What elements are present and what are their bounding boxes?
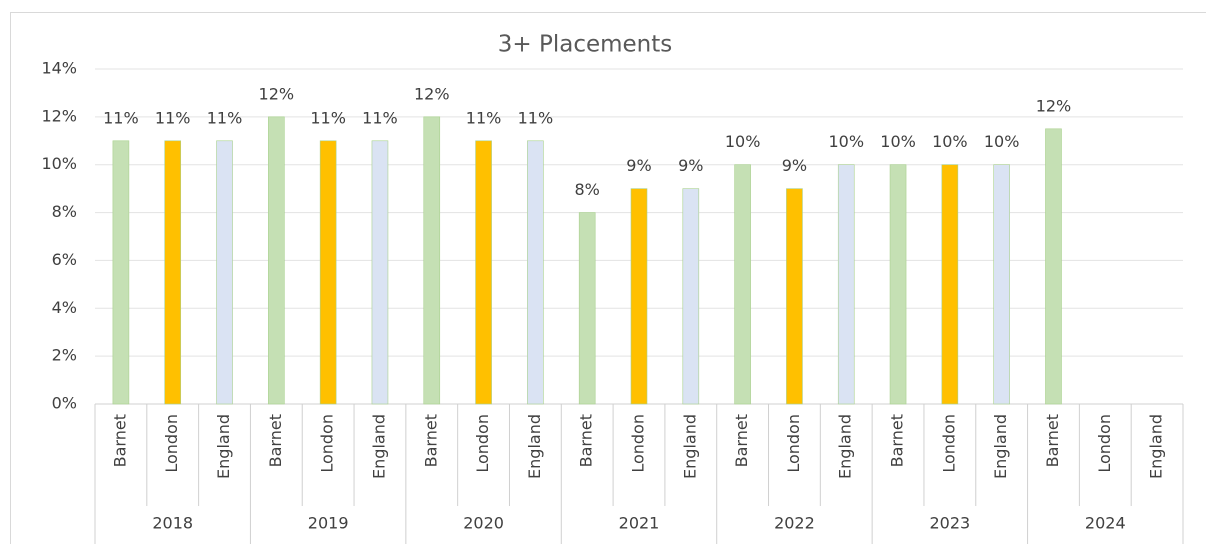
- y-tick-label: 0%: [52, 394, 77, 413]
- data-label: 11%: [207, 108, 243, 127]
- bar: [993, 164, 1010, 405]
- bar: [371, 140, 389, 405]
- y-tick-label: 10%: [41, 154, 77, 173]
- data-label: 12%: [414, 84, 450, 103]
- data-label: 8%: [574, 180, 599, 199]
- y-tick-label: 2%: [52, 346, 77, 365]
- x-tick-label: England: [991, 414, 1010, 479]
- data-label: 10%: [828, 132, 864, 151]
- x-tick-label: London: [629, 414, 648, 473]
- bar: [837, 164, 855, 405]
- y-tick-label: 12%: [41, 106, 77, 125]
- chart-border: [10, 12, 1206, 544]
- bar: [630, 188, 648, 405]
- data-label: 11%: [310, 108, 346, 127]
- data-label: 10%: [984, 132, 1020, 151]
- data-label: 9%: [678, 156, 703, 175]
- group-label: 2022: [774, 514, 815, 533]
- group-label: 2023: [929, 514, 970, 533]
- bar: [1045, 128, 1062, 405]
- bar: [319, 140, 337, 405]
- bar: [889, 164, 907, 405]
- bar: [578, 212, 596, 405]
- y-tick-label: 4%: [52, 298, 77, 317]
- x-tick-label: England: [525, 414, 544, 479]
- x-tick-label: England: [680, 414, 699, 479]
- x-tick-label: Barnet: [110, 414, 129, 467]
- data-label: 10%: [725, 132, 761, 151]
- group-label: 2024: [1085, 514, 1126, 533]
- data-label: 10%: [932, 132, 968, 151]
- x-tick-label: London: [162, 414, 181, 473]
- bar: [734, 164, 751, 405]
- bar: [527, 140, 544, 405]
- x-tick-label: England: [1147, 414, 1166, 479]
- bar: [216, 140, 233, 405]
- x-tick-label: London: [784, 414, 803, 473]
- y-tick-label: 8%: [52, 202, 77, 221]
- group-label: 2020: [463, 514, 504, 533]
- data-label: 9%: [782, 156, 807, 175]
- data-label: 12%: [1036, 96, 1072, 115]
- data-label: 10%: [880, 132, 916, 151]
- x-tick-label: Barnet: [266, 414, 285, 467]
- data-label: 11%: [103, 108, 139, 127]
- bar: [164, 140, 182, 405]
- bar: [786, 188, 803, 405]
- x-tick-label: Barnet: [888, 414, 907, 467]
- y-tick-label: 14%: [41, 59, 77, 78]
- bar: [682, 188, 700, 405]
- group-label: 2019: [308, 514, 349, 533]
- bar: [268, 116, 285, 405]
- x-tick-label: Barnet: [732, 414, 751, 467]
- data-label: 11%: [466, 108, 502, 127]
- data-label: 11%: [155, 108, 191, 127]
- data-label: 9%: [626, 156, 651, 175]
- bar: [112, 140, 130, 405]
- group-label: 2018: [152, 514, 193, 533]
- bar: [423, 116, 441, 405]
- data-label: 11%: [518, 108, 554, 127]
- bar: [475, 140, 492, 405]
- bar: [941, 164, 959, 405]
- x-tick-label: Barnet: [577, 414, 596, 467]
- x-tick-label: London: [318, 414, 337, 473]
- x-tick-label: Barnet: [1043, 414, 1062, 467]
- y-tick-label: 6%: [52, 250, 77, 269]
- x-tick-label: London: [1095, 414, 1114, 473]
- x-tick-label: England: [369, 414, 388, 479]
- data-label: 12%: [259, 84, 295, 103]
- data-label: 11%: [362, 108, 398, 127]
- x-tick-label: London: [473, 414, 492, 473]
- x-tick-label: Barnet: [421, 414, 440, 467]
- x-tick-label: England: [214, 414, 233, 479]
- group-label: 2021: [619, 514, 660, 533]
- x-tick-label: London: [939, 414, 958, 473]
- x-tick-label: England: [836, 414, 855, 479]
- chart-title: 3+ Placements: [498, 32, 673, 58]
